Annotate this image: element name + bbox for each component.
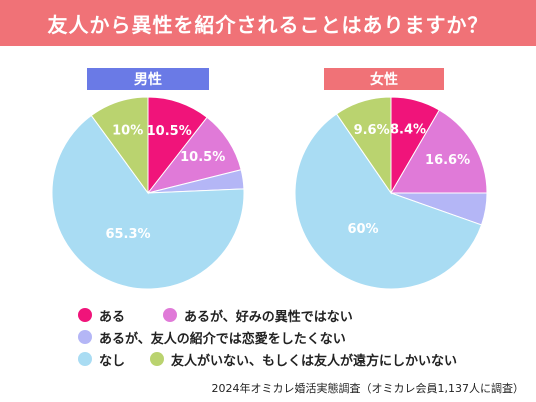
legend-item-no-friends: 友人がいない、もしくは友人が遠方にしかいない	[150, 350, 458, 369]
male-pie-title: 男性	[87, 68, 209, 90]
female-pie-title: 女性	[324, 68, 444, 90]
male-pie-label-1: 10.5%	[180, 150, 225, 165]
female-pie-slice-3	[294, 113, 483, 290]
survey-note: 2024年オミカレ婚活実態調査（オミカレ会員1,137人に調査）	[211, 382, 524, 395]
legend-item-not-my-type: あるが、好みの異性ではない	[163, 306, 353, 325]
legend-item-no-romance: あるが、友人の紹介では恋愛をしたくない	[78, 328, 346, 347]
legend-swatch-not-my-type	[163, 308, 177, 322]
legend-label-aru: ある	[99, 309, 126, 325]
female-pie-label-1: 16.6%	[425, 153, 470, 168]
legend-swatch-nashi	[78, 352, 92, 366]
legend-label-no-romance: あるが、友人の紹介では恋愛をしたくない	[99, 331, 346, 347]
legend-item-aru: ある	[78, 306, 126, 325]
legend-swatch-aru	[78, 308, 92, 322]
page-title: 友人から異性を紹介されることはありますか？	[0, 0, 536, 46]
legend-label-no-friends: 友人がいない、もしくは友人が遠方にしかいない	[171, 353, 458, 369]
female-pie-label-0: 8.4%	[390, 123, 426, 138]
legend-item-nashi: なし	[78, 350, 126, 369]
female-pie-label-4: 9.6%	[354, 123, 390, 138]
male-pie-slice-3	[51, 114, 245, 290]
female-pie-label-3: 60%	[347, 222, 378, 237]
male-pie-label-0: 10.5%	[147, 124, 192, 139]
male-pie-label-3: 65.3%	[105, 227, 150, 242]
female-pie-slice-1	[390, 109, 488, 194]
legend-swatch-no-friends	[150, 352, 164, 366]
female-pie-slice-4	[335, 96, 392, 195]
legend-swatch-no-romance	[78, 330, 92, 344]
legend-label-not-my-type: あるが、好みの異性ではない	[184, 309, 353, 325]
male-pie-label-4: 10%	[112, 123, 143, 138]
male-pie-slice-4	[90, 96, 149, 195]
legend-label-nashi: なし	[99, 353, 126, 369]
